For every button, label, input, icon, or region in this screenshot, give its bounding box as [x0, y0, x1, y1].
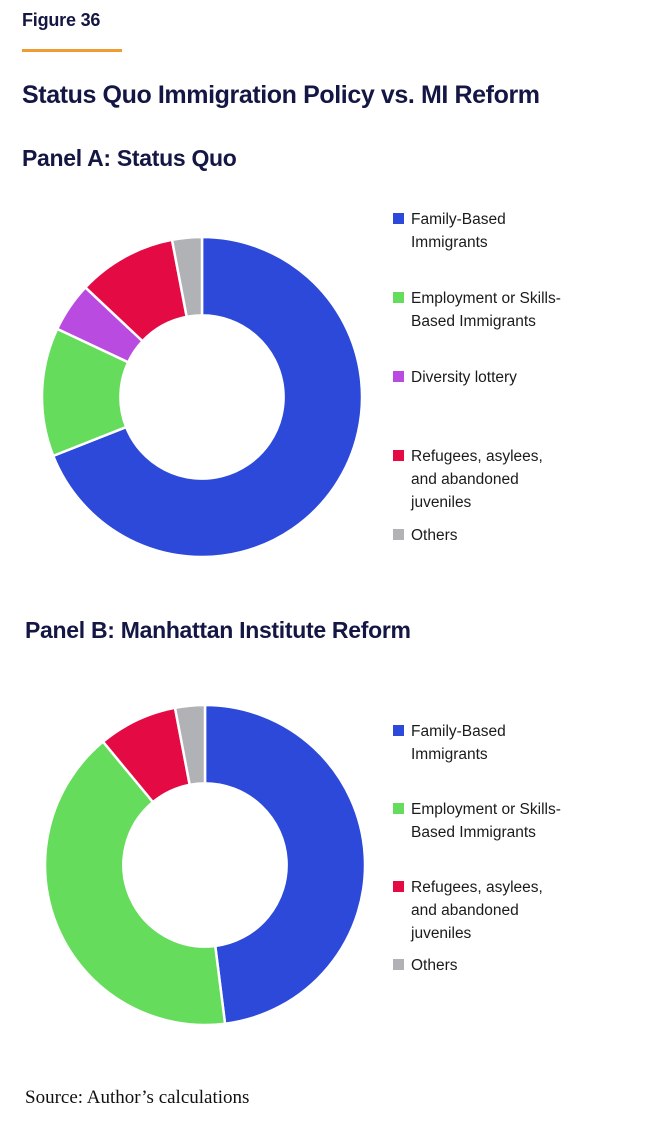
figure-title: Status Quo Immigration Policy vs. MI Ref…: [22, 81, 540, 109]
donut-slice-4: [170, 235, 204, 319]
legend-item: Others: [393, 524, 458, 547]
legend-label: Refugees, asylees, and abandoned juvenil…: [411, 879, 543, 942]
panel-b-donut-chart: [43, 703, 367, 1027]
donut-slice-0: [51, 235, 364, 559]
legend-color-swatch-icon: [393, 450, 404, 461]
legend-label: Others: [411, 527, 458, 544]
legend-label: Others: [411, 957, 458, 974]
legend-item: Diversity lottery: [393, 366, 517, 389]
legend-item: Employment or Skills-Based Immigrants: [393, 798, 569, 844]
legend-color-swatch-icon: [393, 803, 404, 814]
legend-item: Others: [393, 954, 458, 977]
legend-label: Employment or Skills-Based Immigrants: [411, 290, 561, 330]
legend-color-swatch-icon: [393, 371, 404, 382]
donut-slice-1: [43, 740, 227, 1027]
legend-label: Family-Based Immigrants: [411, 211, 506, 251]
panel-b-heading: Panel B: Manhattan Institute Reform: [25, 617, 411, 643]
legend-color-swatch-icon: [393, 213, 404, 224]
legend-color-swatch-icon: [393, 959, 404, 970]
legend-item: Employment or Skills-Based Immigrants: [393, 287, 569, 333]
donut-slice-3: [173, 703, 207, 787]
legend-item: Family-Based Immigrants: [393, 208, 569, 254]
legend-label: Employment or Skills-Based Immigrants: [411, 801, 561, 841]
legend-color-swatch-icon: [393, 292, 404, 303]
legend-item: Refugees, asylees, and abandoned juvenil…: [393, 445, 569, 514]
source-note: Source: Author’s calculations: [25, 1087, 250, 1108]
legend-item: Family-Based Immigrants: [393, 720, 569, 766]
legend-color-swatch-icon: [393, 881, 404, 892]
accent-rule: [22, 49, 122, 52]
legend-label: Diversity lottery: [411, 369, 517, 386]
legend-label: Refugees, asylees, and abandoned juvenil…: [411, 448, 543, 511]
legend-color-swatch-icon: [393, 529, 404, 540]
legend-item: Refugees, asylees, and abandoned juvenil…: [393, 876, 569, 945]
donut-slice-0: [203, 703, 367, 1025]
legend-label: Family-Based Immigrants: [411, 723, 506, 763]
legend-color-swatch-icon: [393, 725, 404, 736]
panel-a-heading: Panel A: Status Quo: [22, 145, 237, 171]
panel-a-donut-chart: [40, 235, 364, 559]
figure-label: Figure 36: [22, 10, 101, 30]
